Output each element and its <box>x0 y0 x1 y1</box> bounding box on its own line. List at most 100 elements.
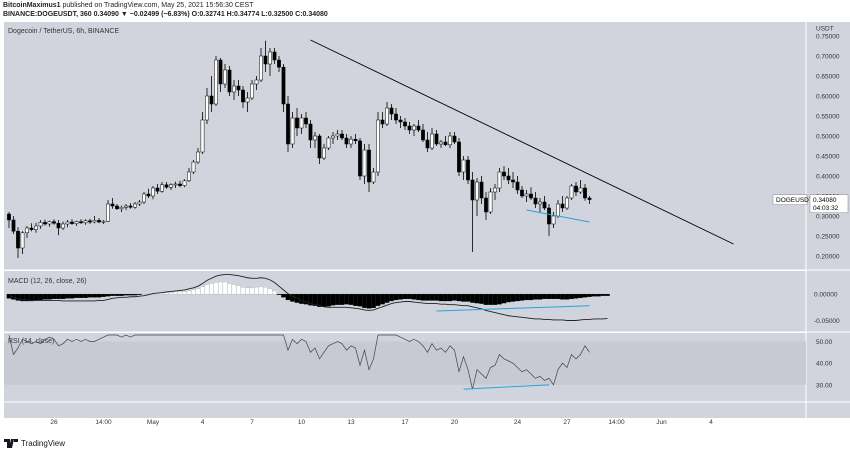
time-tick-label: 13 <box>347 419 355 426</box>
macd-histogram-bar <box>443 293 448 302</box>
candle-body <box>173 183 178 186</box>
candle-body <box>317 135 322 159</box>
macd-histogram-bar <box>582 293 588 298</box>
candle-body <box>119 206 124 210</box>
candle-body <box>191 161 196 173</box>
macd-histogram-bar <box>402 293 408 300</box>
time-tick-label: 10 <box>298 419 306 426</box>
candle-body <box>542 201 547 209</box>
price-pane-bg <box>4 22 806 270</box>
macd-histogram-bar <box>191 289 196 295</box>
candle-body <box>425 139 430 149</box>
symbol-tag-box <box>772 194 808 205</box>
candle-body <box>394 113 398 121</box>
candle-body <box>412 125 416 131</box>
macd-histogram-bar <box>596 293 601 297</box>
macd-histogram-bar <box>384 293 390 303</box>
macd-histogram-bar <box>326 293 331 307</box>
candle-body <box>128 205 133 208</box>
candle-body <box>61 223 65 229</box>
macd-histogram-bar <box>186 290 192 295</box>
symbol-ohlc-line: BINANCE:DOGEUSDT, 360 0.34090 ▼ −0.02499… <box>3 11 328 18</box>
macd-histogram-bar <box>465 293 471 302</box>
candle-body <box>259 55 263 81</box>
candle-body <box>151 187 155 197</box>
macd-histogram-bar <box>389 293 394 302</box>
macd-histogram-bar <box>519 293 525 301</box>
macd-signal-line <box>8 274 608 321</box>
price-tick-label: 0.50000 <box>816 134 840 141</box>
candle-body <box>506 175 511 181</box>
candle-body <box>520 189 524 197</box>
candle-body <box>65 221 70 225</box>
candle-body <box>484 197 488 213</box>
macd-histogram-bar <box>249 287 255 295</box>
candle-body <box>250 83 254 99</box>
candle-body <box>205 95 209 121</box>
candle-body <box>124 205 128 208</box>
macd-histogram-bar <box>344 293 349 305</box>
macd-histogram-bar <box>47 293 52 300</box>
macd-histogram-bar <box>69 293 75 299</box>
macd-histogram-bar <box>506 293 511 303</box>
macd-histogram-bar <box>177 291 183 295</box>
macd-histogram-bar <box>195 288 201 295</box>
candle-body <box>101 220 106 223</box>
author-name[interactable]: BitcoinMaximus1 <box>3 2 61 9</box>
macd-histogram-bar <box>483 293 489 305</box>
candle-body <box>227 69 232 93</box>
candle-body <box>155 187 160 192</box>
macd-histogram-bar <box>78 293 84 298</box>
footer-brand-label: TradingView <box>21 439 66 448</box>
macd-histogram-bar <box>456 293 462 302</box>
candle-body <box>385 107 389 125</box>
candle-body <box>349 138 353 145</box>
candle-body <box>574 185 578 193</box>
macd-histogram-bar <box>420 293 426 301</box>
candle-body <box>560 203 565 209</box>
macd-histogram-bar <box>479 293 484 304</box>
macd-histogram-bar <box>357 293 363 307</box>
candle-body <box>583 187 587 199</box>
macd-histogram-bar <box>470 293 475 303</box>
candle-body <box>254 79 259 85</box>
candle-body <box>515 181 520 191</box>
publish-date: published on TradingView.com, May 25, 20… <box>60 2 254 9</box>
macd-histogram-bar <box>303 293 309 305</box>
candle-body <box>52 221 56 224</box>
macd-histogram-bar <box>528 293 534 301</box>
candle-body <box>578 187 583 193</box>
candle-body <box>389 107 394 115</box>
macd-histogram-bar <box>101 293 106 297</box>
candle-body <box>268 51 272 65</box>
candle-body <box>511 179 515 183</box>
macd-histogram-bar <box>497 293 502 305</box>
candle-body <box>160 184 164 192</box>
macd-histogram-bar <box>564 293 570 300</box>
candle-body <box>326 137 331 149</box>
candle-body <box>88 220 92 223</box>
macd-histogram-bar <box>546 293 552 300</box>
macd-histogram-bar <box>285 293 291 301</box>
candle-body <box>115 205 119 210</box>
candle-body <box>416 125 421 131</box>
candle-body <box>79 221 83 224</box>
candle-body <box>434 133 439 145</box>
candle-body <box>335 133 340 137</box>
macd-histogram-bar <box>488 293 493 305</box>
candle-body <box>497 171 502 189</box>
candle-body <box>308 123 313 141</box>
macd-histogram-bar <box>312 293 318 306</box>
macd-histogram-bar <box>213 282 219 295</box>
chart-area[interactable]: Dogecoin / TetherUS, 6h, BINANCE USDT0.75… <box>0 0 850 436</box>
macd-histogram-bar <box>317 293 322 307</box>
price-tick-label: 0.75000 <box>816 34 840 41</box>
macd-histogram-bar <box>411 293 417 300</box>
candle-body <box>290 117 295 145</box>
footer-brand[interactable]: TradingView <box>4 439 65 448</box>
macd-histogram-bar <box>222 281 228 295</box>
price-tick-label: 0.60000 <box>816 94 840 101</box>
time-tick-label: 7 <box>250 419 254 426</box>
candle-body <box>245 97 250 103</box>
